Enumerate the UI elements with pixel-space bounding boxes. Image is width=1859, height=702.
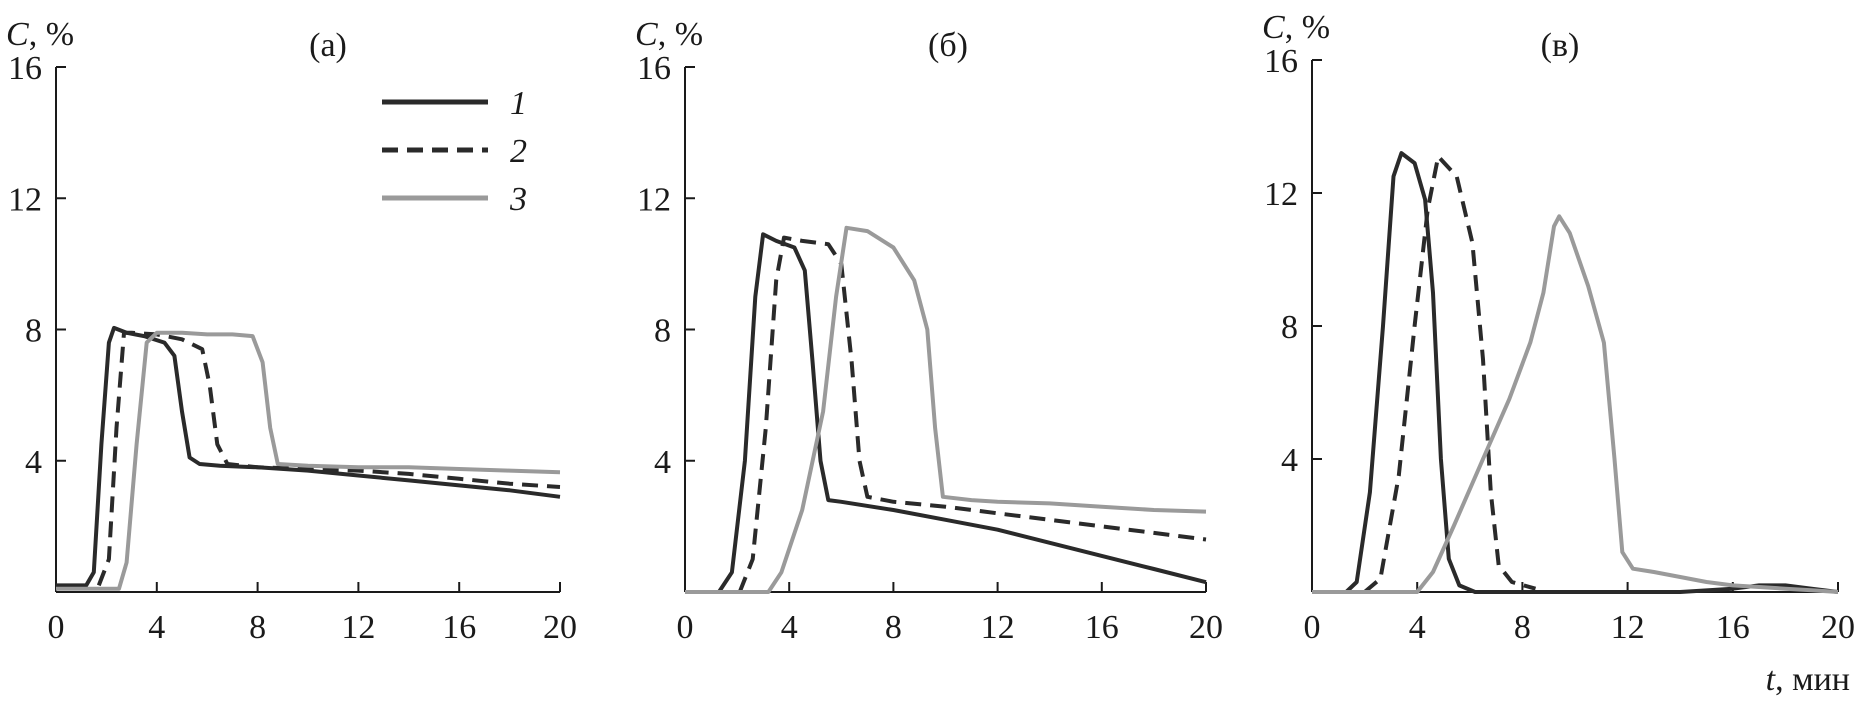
x-tick-label: 16 [1716,609,1750,646]
chart-panel-b: 4 8 12 16 0 4 8 12 16 20 C, % (б) [635,16,1223,646]
legend: 1 2 3 [382,85,527,218]
y-axis-title: C, % [6,16,74,53]
x-tick-label: 0 [48,609,65,646]
y-tick-label: 16 [637,50,671,87]
panel-label: (б) [928,27,968,64]
y-tick-label: 4 [25,444,42,481]
chart-panel-c: 4 8 12 16 0 4 8 12 16 20 C, % (в) t, мин [1262,9,1855,698]
y-tick-label: 16 [1264,43,1298,80]
panel-label: (в) [1541,27,1580,64]
series-line-1 [56,325,561,588]
series-line-2 [737,235,1207,593]
legend-label-3: 3 [509,181,527,218]
x-tick-label: 12 [341,609,375,646]
y-tick-label: 4 [1281,442,1298,479]
x-tick-label: 8 [249,609,266,646]
x-axis-title: t, мин [1766,661,1850,698]
x-tick-label: 0 [1304,609,1321,646]
y-tick-label: 4 [654,444,671,481]
x-tick-label: 12 [981,609,1015,646]
x-tick-label: 16 [1085,609,1119,646]
series-line-3 [1312,214,1839,594]
series-line-2 [96,330,561,587]
x-tick-label: 0 [677,609,694,646]
y-tick-label: 12 [8,181,42,218]
y-axis-title: C, % [1262,9,1330,46]
x-tick-label: 4 [148,609,165,646]
x-tick-label: 12 [1611,609,1645,646]
x-tick-label: 20 [543,609,577,646]
x-tick-label: 8 [1514,609,1531,646]
series-line-1 [1312,151,1839,594]
y-tick-label: 8 [654,313,671,350]
y-axis-title: C, % [635,16,703,53]
x-tick-label: 20 [1821,609,1855,646]
x-tick-label: 16 [442,609,476,646]
y-tick-label: 8 [1281,309,1298,346]
y-tick-label: 8 [25,313,42,350]
y-tick-label: 12 [637,181,671,218]
panel-label: (а) [309,27,347,64]
legend-label-1: 1 [510,85,527,122]
x-tick-label: 20 [1189,609,1223,646]
x-tick-label: 4 [1409,609,1426,646]
series-line-2 [1363,154,1537,594]
y-tick-label: 16 [8,50,42,87]
series-line-3 [56,330,561,591]
x-tick-label: 8 [885,609,902,646]
series-line-1 [685,232,1207,594]
series-line-3 [685,225,1207,594]
y-tick-label: 12 [1264,176,1298,213]
legend-label-2: 2 [510,133,527,170]
x-tick-label: 4 [781,609,798,646]
